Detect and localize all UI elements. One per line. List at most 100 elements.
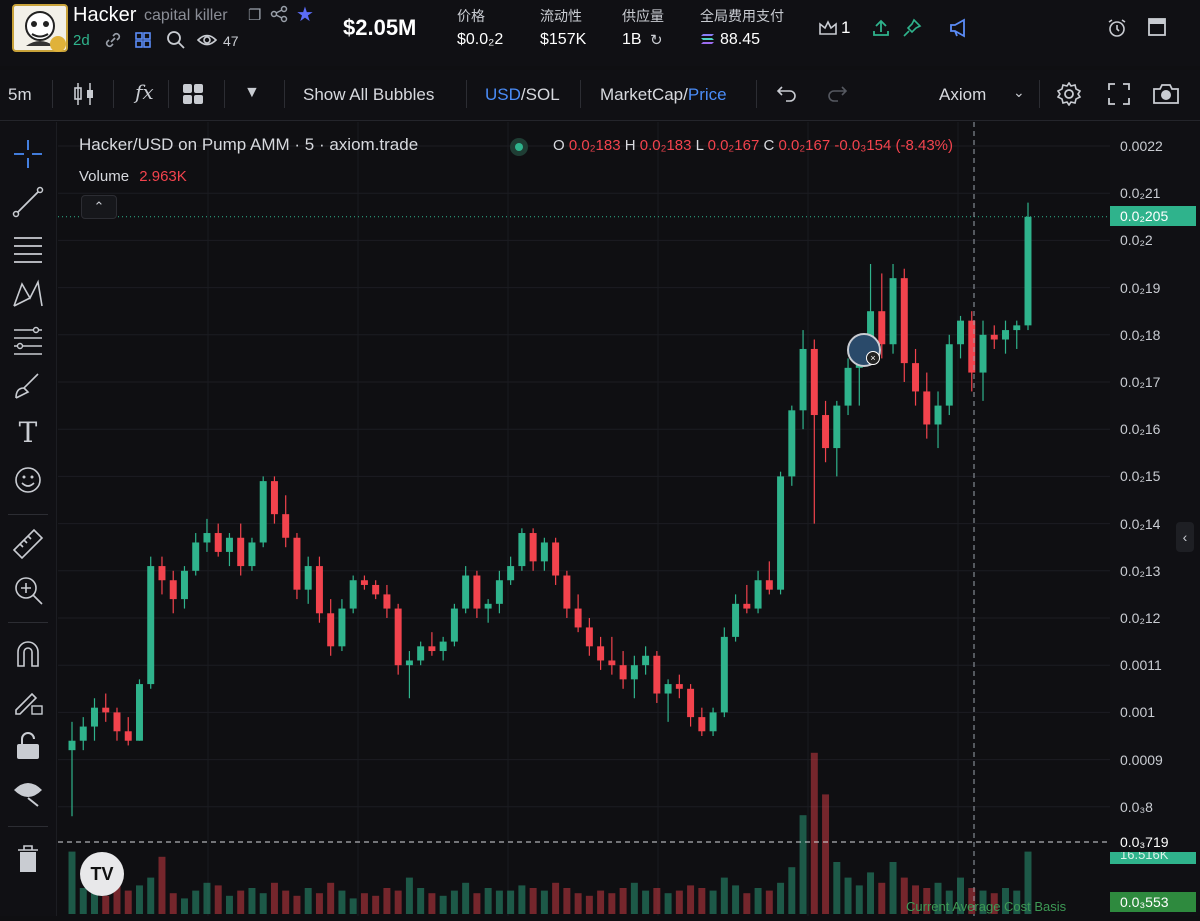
pattern-icon[interactable] bbox=[10, 276, 46, 312]
candles-icon[interactable] bbox=[72, 81, 96, 112]
status-dot-icon bbox=[510, 138, 528, 156]
currency-sol[interactable]: /SOL bbox=[520, 85, 560, 104]
fib-icon[interactable] bbox=[10, 322, 46, 358]
emoji-icon[interactable] bbox=[10, 462, 46, 498]
crown-icon[interactable] bbox=[818, 19, 838, 42]
currency-usd[interactable]: USD bbox=[485, 85, 521, 104]
divider bbox=[1039, 80, 1040, 108]
volume-bar bbox=[68, 851, 76, 914]
candle-body bbox=[113, 712, 121, 732]
crosshair-icon[interactable] bbox=[10, 136, 46, 172]
price-chart[interactable]: Hacker/USD on Pump AMM · 5 · axiom.trade… bbox=[58, 122, 1110, 916]
price-scale-label: 0.0₂15 bbox=[1120, 468, 1161, 485]
star-icon[interactable]: ★ bbox=[296, 4, 314, 26]
price-scale[interactable]: 0.0022 0.0₂21 0.0₂2 0.0₂19 0.0₂18 0.0₂17 0.0₂1… bbox=[1110, 122, 1200, 916]
candle-body bbox=[585, 627, 593, 647]
pin-icon[interactable] bbox=[902, 18, 922, 43]
candle-body bbox=[552, 542, 560, 576]
ohlc-readout: O 0.0₂183 H 0.0₂183 L 0.0₂167 C 0.0₂167 … bbox=[553, 137, 953, 154]
candle-body bbox=[248, 542, 256, 567]
text-tool-icon[interactable]: T bbox=[18, 416, 38, 449]
camera-icon[interactable] bbox=[1152, 82, 1180, 111]
volume-bar bbox=[889, 862, 897, 914]
price-scale-label: 0.0₂21 bbox=[1120, 185, 1161, 202]
undo-icon[interactable] bbox=[776, 83, 798, 108]
candle-body bbox=[597, 646, 605, 661]
show-bubbles-button[interactable]: Show All Bubbles bbox=[303, 85, 435, 104]
horizontal-lines-icon[interactable] bbox=[10, 230, 46, 266]
upload-icon[interactable] bbox=[871, 18, 891, 43]
candle-body bbox=[630, 665, 638, 680]
ohlc-c-label: C bbox=[763, 137, 775, 154]
stat-label-liquidity: 流动性 bbox=[540, 8, 582, 24]
token-avatar[interactable] bbox=[12, 4, 68, 52]
link-icon[interactable] bbox=[104, 31, 122, 54]
candle-body bbox=[473, 575, 481, 609]
fullscreen-icon[interactable] bbox=[1107, 82, 1131, 111]
chevron-down-icon[interactable]: ▼ bbox=[244, 84, 260, 101]
brush-icon[interactable] bbox=[10, 368, 46, 404]
scale-expand-button[interactable]: ‹ bbox=[1176, 522, 1194, 552]
candle-body bbox=[878, 311, 886, 345]
holders-icon[interactable] bbox=[134, 31, 152, 54]
mode-price[interactable]: Price bbox=[687, 85, 727, 104]
indicators-button[interactable]: fx bbox=[135, 80, 154, 104]
mode-marketcap[interactable]: MarketCap/ bbox=[600, 85, 688, 104]
price-scale-label: 0.0011 bbox=[1120, 657, 1162, 674]
close-icon[interactable]: × bbox=[866, 351, 880, 365]
volume-bar bbox=[383, 888, 391, 914]
megaphone-icon[interactable] bbox=[948, 17, 970, 44]
candle-body bbox=[923, 391, 931, 425]
volume-bar bbox=[619, 888, 627, 914]
trash-icon[interactable] bbox=[10, 840, 46, 876]
gear-icon[interactable] bbox=[1056, 81, 1082, 111]
layout-grid-icon[interactable] bbox=[182, 83, 204, 110]
alarm-icon[interactable] bbox=[1106, 17, 1128, 44]
volume-bar bbox=[394, 890, 402, 914]
collapse-legend-button[interactable]: ⌃ bbox=[81, 195, 117, 219]
tradingview-logo-icon[interactable]: TV bbox=[80, 852, 124, 896]
window-icon[interactable] bbox=[1147, 17, 1167, 42]
candle-body bbox=[799, 348, 807, 411]
volume-bar bbox=[428, 893, 436, 914]
volume-bar bbox=[597, 890, 605, 914]
share-icon[interactable] bbox=[270, 5, 288, 28]
chevron-down-icon[interactable]: ⌄ bbox=[1013, 84, 1025, 100]
candle-body bbox=[428, 646, 436, 652]
cost-basis-tag: 0.0₃719 bbox=[1110, 832, 1200, 852]
volume-bar bbox=[822, 794, 830, 914]
redo-icon[interactable] bbox=[826, 83, 848, 108]
divider bbox=[756, 80, 757, 108]
volume-bar bbox=[203, 882, 211, 914]
volume-bar bbox=[91, 890, 98, 914]
divider bbox=[113, 80, 114, 108]
volume-bar bbox=[180, 898, 188, 914]
trader-bubble-avatar[interactable] bbox=[847, 333, 881, 367]
volume-readout: Volume 2.963K bbox=[79, 168, 187, 185]
volume-bar bbox=[585, 895, 593, 914]
source-selector[interactable]: Axiom bbox=[939, 85, 987, 104]
copy-icon[interactable]: ❐ bbox=[248, 7, 262, 24]
chart-canvas[interactable] bbox=[58, 122, 1110, 916]
eye-visibility-icon[interactable] bbox=[10, 774, 46, 810]
trendline-icon[interactable] bbox=[10, 184, 46, 220]
unlock-icon[interactable] bbox=[10, 728, 46, 764]
candle-body bbox=[68, 740, 76, 751]
lock-drawing-icon[interactable] bbox=[10, 682, 46, 718]
magnet-icon[interactable] bbox=[10, 636, 46, 672]
volume-bar bbox=[124, 890, 132, 914]
volume-bar bbox=[844, 877, 852, 914]
candle-body bbox=[214, 533, 222, 552]
currency-toggle[interactable]: USD/SOL bbox=[485, 85, 560, 105]
search-icon[interactable] bbox=[166, 30, 186, 55]
price-scale-label: 0.0009 bbox=[1120, 751, 1163, 768]
ohlc-o-label: O bbox=[553, 137, 565, 154]
zoom-in-icon[interactable] bbox=[10, 572, 46, 608]
candle-body bbox=[653, 655, 661, 694]
candle-body bbox=[1002, 330, 1009, 340]
refresh-icon[interactable]: ↻ bbox=[650, 32, 663, 49]
ruler-icon[interactable] bbox=[10, 526, 46, 562]
interval-selector[interactable]: 5m bbox=[8, 85, 32, 104]
volume-bar bbox=[1013, 890, 1021, 914]
mode-toggle[interactable]: MarketCap/Price bbox=[600, 85, 727, 105]
